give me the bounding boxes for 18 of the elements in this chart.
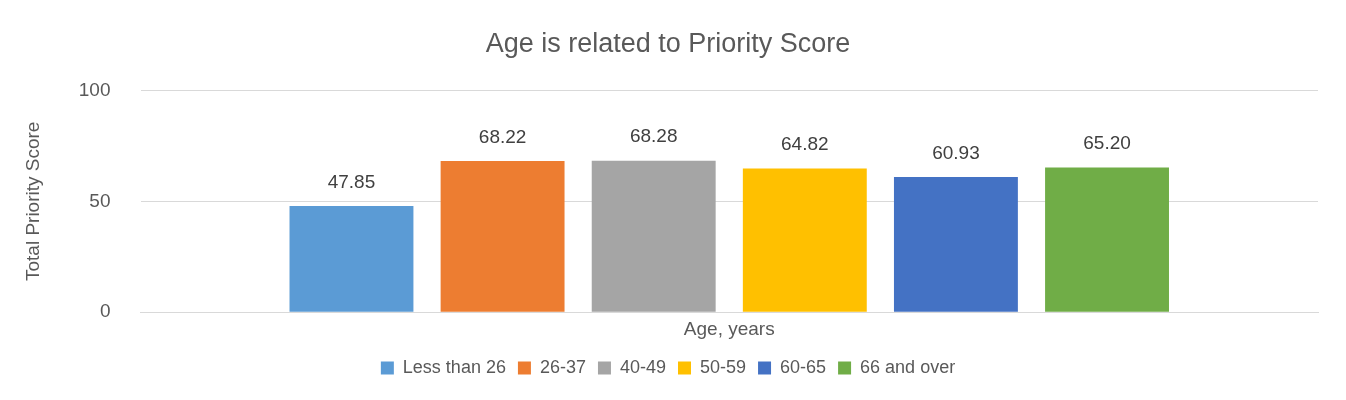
data-label: 68.22 bbox=[478, 125, 527, 147]
x-tick-label: Age, years bbox=[683, 317, 775, 339]
data-label: 64.82 bbox=[781, 133, 829, 155]
legend-label: 66 and over bbox=[860, 356, 956, 377]
data-label: 65.20 bbox=[1083, 132, 1131, 154]
legend-label: 40-49 bbox=[619, 356, 667, 377]
y-tick-label: 50 bbox=[89, 189, 111, 211]
data-label: 68.28 bbox=[629, 125, 678, 147]
y-tick-label: 100 bbox=[78, 78, 111, 100]
legend-label: 60-65 bbox=[780, 356, 827, 377]
y-tick-label: 0 bbox=[99, 300, 111, 322]
legend-label: Less than 26 bbox=[402, 356, 506, 377]
y-axis-title: Total Priority Score bbox=[21, 121, 43, 282]
legend-label: 26-37 bbox=[539, 356, 586, 377]
chart-title: Age is related to Priority Score bbox=[485, 27, 851, 58]
legend-label: 50-59 bbox=[700, 356, 747, 377]
data-label: 60.93 bbox=[932, 141, 980, 163]
data-label: 47.85 bbox=[327, 170, 376, 192]
